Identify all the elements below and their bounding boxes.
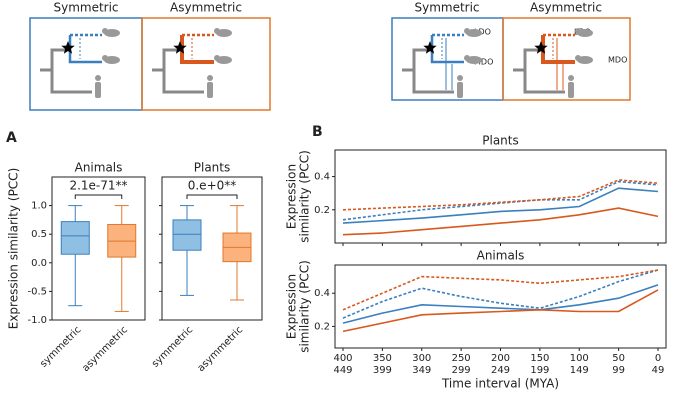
y-tick-label: 0.5 — [31, 229, 47, 240]
x-tick-label: 250 — [452, 353, 471, 364]
y-axis-label: similarity (PCC) — [298, 260, 312, 353]
chart-title: Plants — [482, 134, 519, 148]
branch — [541, 35, 575, 64]
x-tick-label: symmetric — [38, 324, 83, 369]
panel-label: B — [312, 124, 323, 140]
line — [342, 179, 659, 211]
x-tick-label: 349 — [412, 365, 431, 376]
human-head — [207, 75, 213, 81]
y-tick-label: 1.0 — [31, 201, 47, 212]
diagram-title: Symmetric — [53, 1, 118, 15]
branch — [430, 35, 464, 64]
x-tick-label: 449 — [333, 365, 352, 376]
mouse-head — [575, 28, 581, 34]
diagram-title: Symmetric — [414, 1, 479, 15]
x-tick-label: 249 — [491, 365, 510, 376]
x-tick-label: 99 — [612, 365, 625, 376]
y-tick-label: 0.4 — [314, 288, 330, 299]
mouse-head — [102, 55, 108, 61]
mouse-head — [575, 55, 581, 61]
diagram-label: LDO — [474, 28, 491, 37]
human-body — [457, 82, 463, 98]
x-tick-label: 100 — [570, 353, 589, 364]
human-body — [207, 82, 213, 98]
x-tick-label: 400 — [333, 353, 352, 364]
y-tick-label: -1.0 — [27, 315, 47, 326]
diagram-title: Asymmetric — [170, 1, 242, 15]
x-tick-label: 199 — [530, 365, 549, 376]
y-tick-label: 0.2 — [314, 321, 330, 332]
plot-frame — [161, 176, 263, 321]
sym-box — [29, 17, 143, 111]
star — [173, 41, 187, 54]
diagram-label: MDO — [608, 56, 627, 65]
y-axis-label: similarity (PCC) — [298, 150, 312, 243]
asym-box — [141, 17, 271, 111]
x-tick-label: 399 — [373, 365, 392, 376]
y-axis-label: Expression — [285, 274, 299, 339]
tree — [402, 48, 454, 94]
human-head — [95, 75, 101, 81]
annotation: 0.e+0** — [188, 179, 237, 193]
y-tick-label: 0.0 — [31, 258, 47, 269]
bracket — [186, 194, 238, 199]
x-tick-label: 150 — [530, 353, 549, 364]
chart-title: Plants — [194, 161, 231, 175]
star — [61, 41, 75, 54]
chart-title: Animals — [75, 161, 123, 175]
diagram-label: MDO — [474, 58, 493, 67]
box — [60, 221, 90, 255]
tree — [513, 48, 565, 94]
bracket — [74, 194, 123, 199]
x-axis-label: Time interval (MYA) — [441, 377, 559, 391]
human-head — [568, 75, 574, 81]
line — [342, 289, 659, 333]
star — [534, 41, 548, 54]
human-head — [457, 75, 463, 81]
line — [342, 187, 659, 224]
y-tick-label: -0.5 — [27, 286, 47, 297]
mouse-head — [214, 28, 220, 34]
asym-box — [502, 17, 631, 101]
y-tick-label: 0.2 — [314, 205, 330, 216]
panel-label: A — [6, 130, 17, 146]
box — [172, 219, 202, 251]
line — [342, 180, 659, 221]
line — [342, 269, 659, 311]
x-tick-label: asymmetric — [80, 324, 130, 374]
star — [423, 41, 437, 54]
x-tick-label: 149 — [570, 365, 589, 376]
y-axis-label: Expression similarity (PCC) — [7, 168, 21, 330]
y-axis-label: Expression — [285, 164, 299, 229]
x-tick-label: 50 — [612, 353, 625, 364]
human-body — [568, 82, 574, 98]
x-tick-label: 300 — [412, 353, 431, 364]
x-tick-label: asymmetric — [196, 324, 246, 374]
y-tick-label: 0.4 — [314, 172, 330, 183]
mouse-head — [464, 55, 470, 61]
plot-frame — [334, 149, 667, 244]
diagram-title: Asymmetric — [530, 1, 602, 15]
x-tick-label: 0 — [655, 353, 661, 364]
x-tick-label: 299 — [452, 365, 471, 376]
plot-frame — [51, 176, 146, 321]
tree — [152, 48, 204, 94]
annotation: 2.1e-71** — [69, 179, 127, 193]
tree — [40, 48, 92, 94]
x-tick-label: 200 — [491, 353, 510, 364]
x-tick-label: symmetric — [150, 324, 195, 369]
branch — [180, 35, 214, 64]
line — [342, 269, 659, 319]
branch — [68, 35, 102, 64]
human-body — [95, 82, 101, 98]
mouse-head — [464, 28, 470, 34]
mouse-head — [102, 28, 108, 34]
mouse-head — [214, 55, 220, 61]
line — [342, 284, 659, 324]
chart-title: Animals — [477, 249, 525, 263]
x-tick-label: 49 — [652, 365, 665, 376]
x-tick-label: 350 — [373, 353, 392, 364]
line — [342, 207, 659, 236]
